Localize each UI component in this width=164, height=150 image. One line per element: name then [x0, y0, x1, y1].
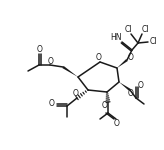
- Polygon shape: [117, 59, 128, 68]
- Text: O: O: [102, 102, 108, 111]
- Text: O: O: [138, 81, 144, 90]
- Text: O: O: [114, 118, 120, 127]
- Text: O: O: [73, 90, 79, 99]
- Text: O: O: [128, 52, 134, 62]
- Text: HN: HN: [110, 33, 122, 42]
- Text: Cl: Cl: [141, 26, 149, 34]
- Text: O: O: [128, 90, 134, 99]
- Text: Cl: Cl: [124, 26, 132, 34]
- Text: O: O: [96, 52, 102, 62]
- Polygon shape: [62, 66, 78, 77]
- Text: O: O: [48, 57, 54, 66]
- Text: O: O: [49, 99, 55, 108]
- Text: O: O: [37, 45, 43, 54]
- Text: Cl: Cl: [149, 36, 157, 45]
- Polygon shape: [119, 82, 131, 91]
